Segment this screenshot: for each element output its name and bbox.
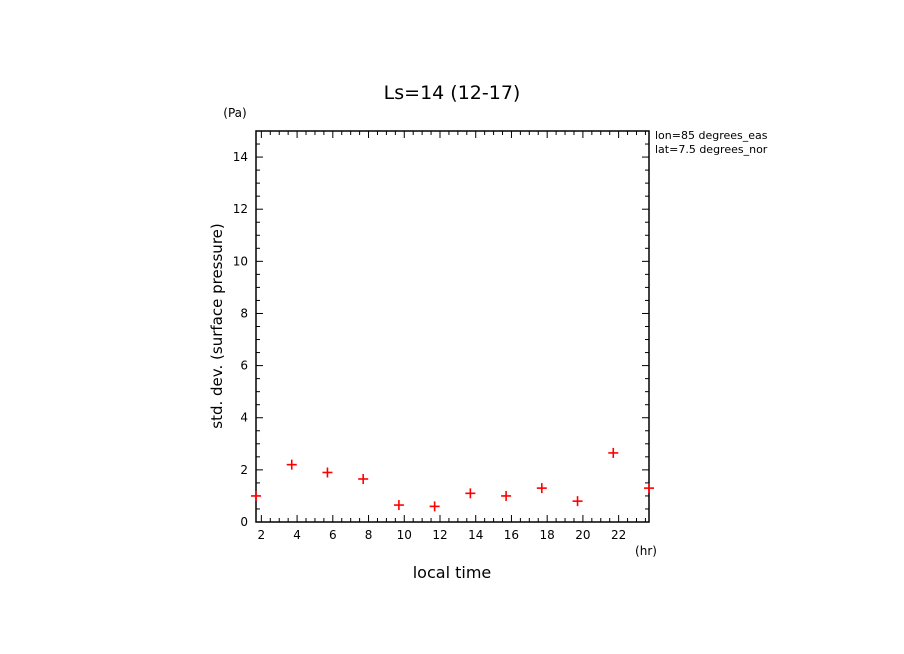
- x-tick-label: 6: [329, 528, 337, 542]
- x-tick-label: 14: [468, 528, 483, 542]
- data-point: [608, 447, 619, 458]
- data-point: [501, 490, 512, 501]
- x-tick-label: 8: [365, 528, 373, 542]
- y-axis-label: std. dev. (surface pressure): [208, 223, 226, 428]
- x-axis-label: local time: [413, 563, 492, 582]
- y-tick-label: 4: [240, 411, 248, 425]
- data-point: [358, 473, 369, 484]
- data-point: [465, 488, 476, 499]
- x-tick-label: 10: [397, 528, 412, 542]
- y-tick-label: 6: [240, 359, 248, 373]
- y-tick-label: 14: [233, 150, 248, 164]
- data-point: [644, 483, 654, 494]
- x-tick-label: 18: [540, 528, 555, 542]
- data-point: [286, 459, 297, 470]
- x-tick-label: 2: [258, 528, 266, 542]
- x-tick-label: 20: [575, 528, 590, 542]
- x-tick-label: 22: [611, 528, 626, 542]
- y-tick-label: 2: [240, 463, 248, 477]
- x-tick-label: 12: [432, 528, 447, 542]
- x-tick-label: 4: [293, 528, 301, 542]
- data-point: [393, 500, 404, 511]
- data-point: [572, 496, 583, 507]
- annotation-lat: lat=7.5 degrees_nor: [655, 143, 768, 156]
- data-point: [429, 501, 440, 512]
- chart-title: Ls=14 (12-17): [384, 82, 521, 104]
- y-tick-label: 0: [240, 515, 248, 529]
- y-unit-label: (Pa): [223, 106, 246, 120]
- x-tick-label: 16: [504, 528, 519, 542]
- y-tick-label: 8: [240, 306, 248, 320]
- annotation-lon: lon=85 degrees_eas: [655, 129, 768, 142]
- x-unit-label: (hr): [635, 544, 657, 558]
- data-points: [251, 447, 654, 512]
- data-point: [536, 483, 547, 494]
- y-tick-label: 12: [233, 202, 248, 216]
- plot-frame: [255, 130, 650, 523]
- data-point: [322, 467, 333, 478]
- y-tick-label: 10: [233, 254, 248, 268]
- data-point: [251, 490, 261, 501]
